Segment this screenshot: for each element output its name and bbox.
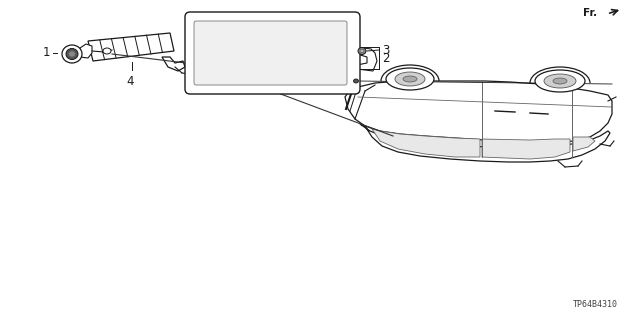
FancyBboxPatch shape [194, 21, 347, 85]
Text: Fr.: Fr. [583, 8, 597, 18]
Polygon shape [88, 33, 174, 61]
Polygon shape [573, 137, 595, 151]
Polygon shape [80, 44, 92, 58]
Ellipse shape [353, 79, 358, 83]
Text: 1: 1 [42, 47, 50, 60]
Ellipse shape [69, 51, 75, 56]
Text: TP64B4310: TP64B4310 [573, 300, 618, 309]
Ellipse shape [358, 48, 366, 55]
Ellipse shape [553, 78, 567, 84]
Polygon shape [360, 124, 610, 162]
Text: 4: 4 [126, 75, 134, 88]
Ellipse shape [403, 76, 417, 82]
Text: 3: 3 [382, 43, 389, 56]
Polygon shape [345, 81, 612, 142]
Polygon shape [357, 47, 377, 71]
Ellipse shape [386, 68, 434, 90]
Ellipse shape [62, 45, 82, 63]
Text: 2: 2 [382, 51, 390, 64]
Polygon shape [372, 129, 480, 157]
Polygon shape [482, 139, 570, 159]
Ellipse shape [544, 74, 576, 88]
Ellipse shape [66, 48, 78, 60]
Ellipse shape [535, 70, 585, 92]
FancyBboxPatch shape [185, 12, 360, 94]
Ellipse shape [103, 48, 111, 54]
Polygon shape [162, 57, 185, 71]
Ellipse shape [360, 49, 364, 53]
Ellipse shape [395, 72, 425, 86]
